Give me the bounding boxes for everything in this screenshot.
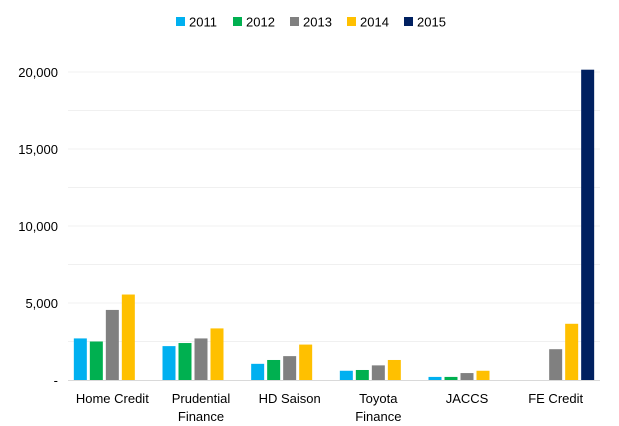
x-category-label: JACCS	[446, 391, 489, 406]
bar	[210, 328, 224, 380]
y-gridlines	[68, 71, 600, 342]
bar	[339, 370, 353, 380]
x-category-label-line: HD Saison	[259, 391, 321, 406]
x-category-label-line: Prudential	[172, 391, 231, 406]
legend-label: 2015	[417, 15, 446, 30]
legend-swatch	[176, 17, 185, 26]
bar	[267, 359, 281, 380]
x-category-label-line: Finance	[178, 409, 224, 424]
y-tick-label: 20,000	[18, 65, 58, 80]
x-category-label-line: Finance	[355, 409, 401, 424]
x-axis-category-labels: Home Credit Prudential Finance HD Saison Toy…	[76, 391, 584, 424]
bar	[476, 370, 490, 380]
x-category-label: Toyota Finance	[355, 391, 401, 424]
legend-swatch	[233, 17, 242, 26]
bar	[178, 343, 192, 380]
bar	[251, 363, 265, 380]
bar	[283, 356, 297, 380]
series-2013	[105, 309, 563, 380]
legend-item-2015: 2015	[404, 15, 446, 30]
legend-item-2011: 2011	[176, 15, 217, 30]
bar	[549, 349, 563, 380]
x-category-label: HD Saison	[259, 391, 321, 406]
x-category-label: Home Credit	[76, 391, 149, 406]
bar	[581, 69, 595, 380]
legend-item-2012: 2012	[233, 15, 275, 30]
bar	[444, 376, 458, 380]
legend-swatch	[404, 17, 413, 26]
series-2011	[73, 338, 442, 380]
y-tick-label: 10,000	[18, 219, 58, 234]
bar	[121, 294, 135, 380]
legend-label: 2014	[360, 15, 389, 30]
legend-label: 2012	[246, 15, 275, 30]
bar	[428, 376, 442, 380]
legend-item-2013: 2013	[290, 15, 332, 30]
legend-item-2014: 2014	[347, 15, 389, 30]
bar	[162, 346, 176, 380]
legend-label: 2013	[303, 15, 332, 30]
bar	[460, 373, 474, 380]
bar	[194, 338, 208, 380]
legend-label: 2011	[189, 15, 217, 30]
chart-legend: 2011 2012 2013 2014 2015	[176, 15, 446, 30]
x-category-label-line: FE Credit	[528, 391, 583, 406]
bar	[299, 344, 313, 380]
y-tick-label: 5,000	[25, 296, 58, 311]
y-tick-label: -	[54, 373, 58, 388]
bar	[387, 359, 401, 380]
bar	[89, 341, 103, 380]
x-category-label: Prudential Finance	[172, 391, 231, 424]
y-axis-ticks: - 5,000 10,000 15,000 20,000	[18, 65, 58, 388]
series-2012	[89, 341, 458, 380]
x-category-label-line: Toyota	[359, 391, 398, 406]
y-tick-label: 15,000	[18, 142, 58, 157]
legend-swatch	[290, 17, 299, 26]
bar	[105, 309, 119, 380]
x-category-label-line: JACCS	[446, 391, 489, 406]
series-2015	[581, 69, 595, 380]
bar-series	[73, 69, 595, 380]
bar	[73, 338, 87, 380]
x-category-label-line: Home Credit	[76, 391, 149, 406]
series-2014	[121, 294, 579, 380]
bar	[565, 323, 579, 380]
legend-swatch	[347, 17, 356, 26]
x-category-label: FE Credit	[528, 391, 583, 406]
bar	[371, 365, 385, 380]
bar	[355, 369, 369, 380]
